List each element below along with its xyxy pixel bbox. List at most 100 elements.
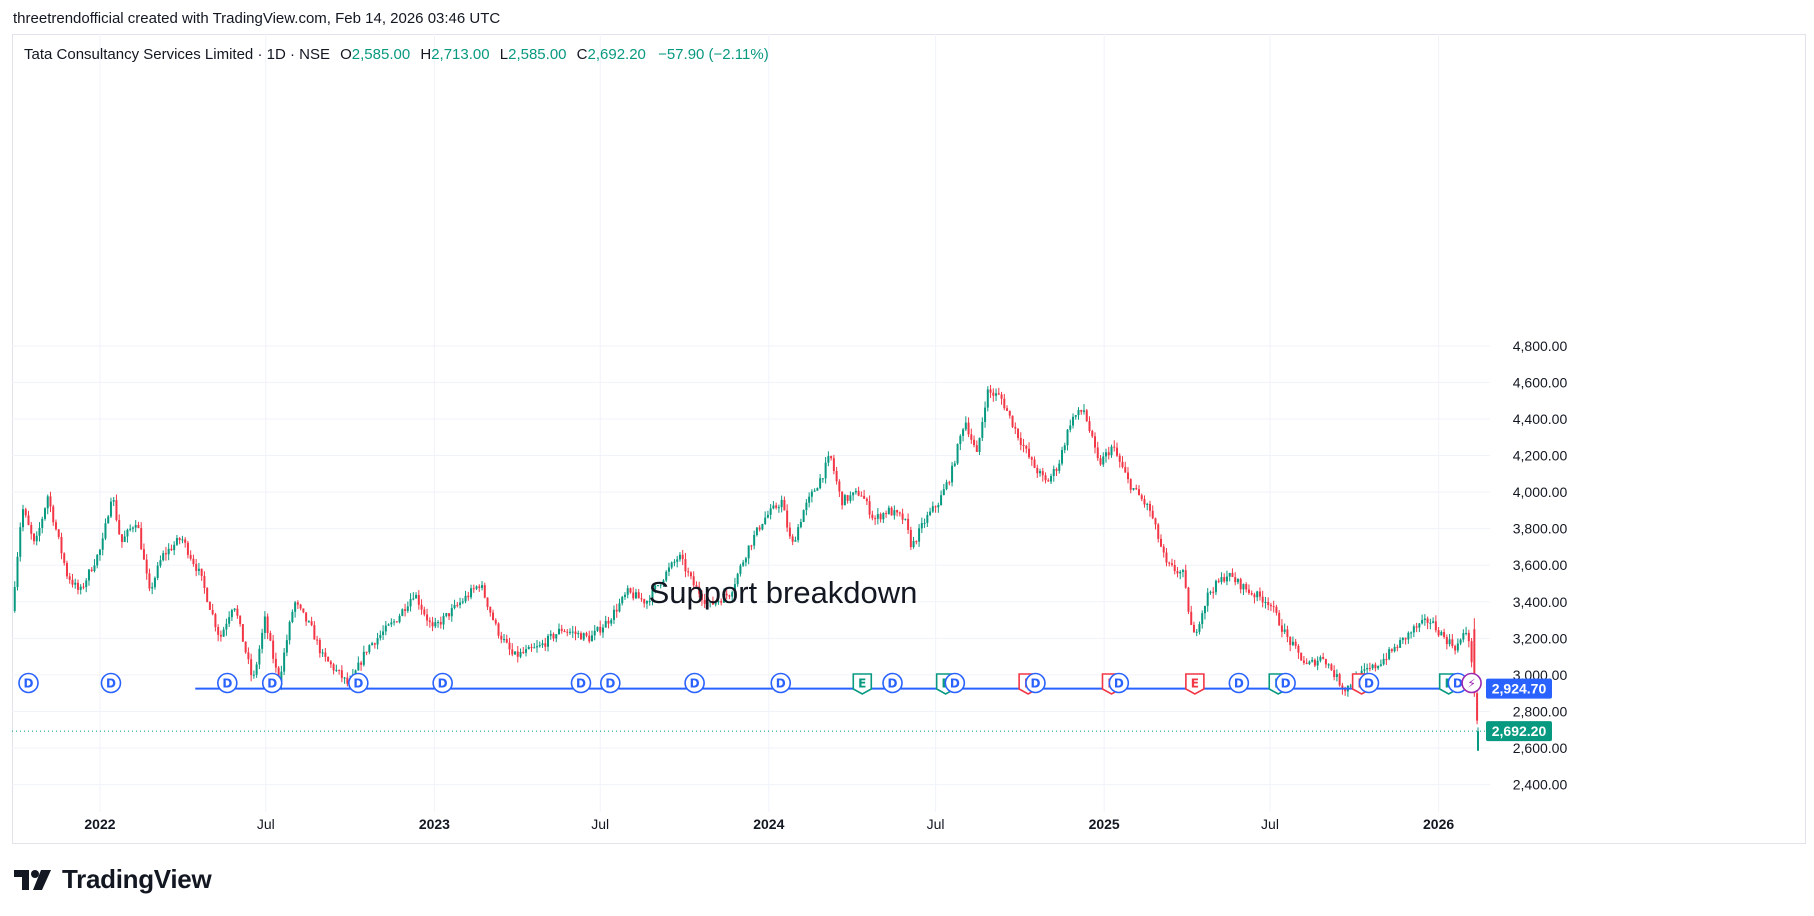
event-marker-shape — [600, 672, 621, 694]
candle-body — [1385, 658, 1388, 660]
candle-body — [387, 624, 390, 626]
candle-body — [162, 553, 165, 561]
candle-body — [1247, 589, 1250, 594]
candle-body — [1269, 604, 1272, 607]
candle-body — [797, 527, 800, 541]
candle-body — [390, 622, 393, 625]
candle-body — [1322, 657, 1325, 659]
earnings-marker-icon: E — [1185, 673, 1205, 695]
candle-body — [219, 634, 222, 637]
candle-body — [379, 634, 382, 639]
candle-body — [27, 515, 30, 525]
candle-body — [1132, 488, 1135, 490]
candle-body — [239, 615, 242, 625]
candle-body — [1088, 421, 1091, 431]
candle-body — [827, 456, 830, 463]
candle-body — [527, 646, 530, 650]
candle-body — [1344, 689, 1347, 692]
candle-body — [1217, 580, 1220, 582]
brand[interactable]: TradingView — [14, 864, 212, 895]
candle-body — [38, 527, 41, 536]
candle-body — [973, 439, 976, 446]
candle-body — [612, 609, 615, 620]
candle-body — [192, 558, 195, 564]
candle-body — [1115, 447, 1118, 456]
candle-body — [725, 593, 728, 596]
event-marker-shape — [100, 672, 122, 694]
candle-body — [1401, 637, 1404, 641]
candle-body — [1154, 518, 1157, 525]
candle-body — [945, 482, 948, 490]
event-marker-glyph: D — [1234, 677, 1244, 691]
candle-body — [1126, 472, 1129, 480]
candle-body — [1025, 445, 1028, 449]
time-tick-label: 2024 — [753, 816, 784, 832]
dividend-marker-icon: D — [600, 672, 621, 694]
candle-body — [1407, 632, 1410, 640]
candle-body — [656, 585, 659, 587]
event-marker-glyph: E — [858, 677, 866, 691]
candle-body — [318, 640, 321, 654]
candle-body — [184, 539, 187, 543]
candle-body — [1280, 625, 1283, 632]
candle-body — [1140, 495, 1143, 500]
candle-body — [1214, 580, 1217, 593]
candle-body — [843, 495, 846, 506]
candle-body — [874, 518, 877, 520]
candle-body — [313, 625, 316, 640]
candle-body — [406, 606, 409, 611]
candle-body — [1209, 591, 1212, 593]
candle-body — [777, 507, 780, 509]
event-marker-glyph: ⚡ — [1467, 677, 1475, 691]
event-marker-glyph: D — [605, 677, 615, 691]
candle-body — [236, 608, 239, 616]
event-marker-shape — [1228, 672, 1250, 694]
candle-body — [992, 392, 995, 396]
candle-body — [912, 541, 915, 548]
candle-body — [57, 529, 60, 537]
price-tick-label: 3,600.00 — [1513, 557, 1568, 573]
candle-body — [332, 664, 335, 671]
dividend-marker-icon: D — [944, 672, 966, 694]
candle-body — [1275, 606, 1278, 613]
candle-body — [76, 582, 79, 590]
candle-body — [65, 562, 68, 577]
price-tick-label: 2,800.00 — [1513, 703, 1568, 719]
event-marker-glyph: D — [1281, 677, 1291, 691]
candle-body — [1176, 571, 1179, 574]
candle-body — [986, 389, 989, 408]
candle-body — [1313, 659, 1316, 666]
candle-body — [667, 567, 670, 572]
time-tick-label: Jul — [1261, 816, 1279, 832]
candle-body — [574, 631, 577, 634]
event-marker-shape — [684, 672, 705, 694]
candle-body — [1099, 458, 1102, 465]
candle-body — [698, 586, 701, 594]
candle-body — [85, 580, 88, 588]
candle-body — [1006, 408, 1009, 411]
candle-body — [651, 589, 654, 601]
time-tick-label: 2022 — [84, 816, 115, 832]
candle-body — [321, 652, 324, 654]
candle-body — [181, 539, 184, 541]
candle-body — [19, 527, 22, 557]
candle-body — [918, 528, 921, 542]
candle-body — [1267, 601, 1270, 605]
candle-body — [151, 587, 154, 589]
close-value: 2,692.20 — [587, 46, 646, 63]
close-label: C — [576, 46, 588, 63]
time-tick-label: Jul — [927, 816, 945, 832]
candlestick-series — [13, 385, 1479, 751]
candle-body — [590, 635, 593, 642]
candle-body — [24, 509, 27, 516]
symbol-legend[interactable]: Tata Consultancy Services Limited · 1D ·… — [24, 46, 769, 63]
candle-body — [599, 626, 602, 633]
candle-body — [813, 490, 816, 492]
dividend-marker-icon: D — [1358, 672, 1380, 694]
candle-body — [849, 495, 852, 501]
candle-body — [68, 576, 71, 580]
candle-body — [1206, 592, 1209, 606]
candle-body — [588, 635, 591, 642]
price-tick-label: 3,400.00 — [1513, 594, 1568, 610]
